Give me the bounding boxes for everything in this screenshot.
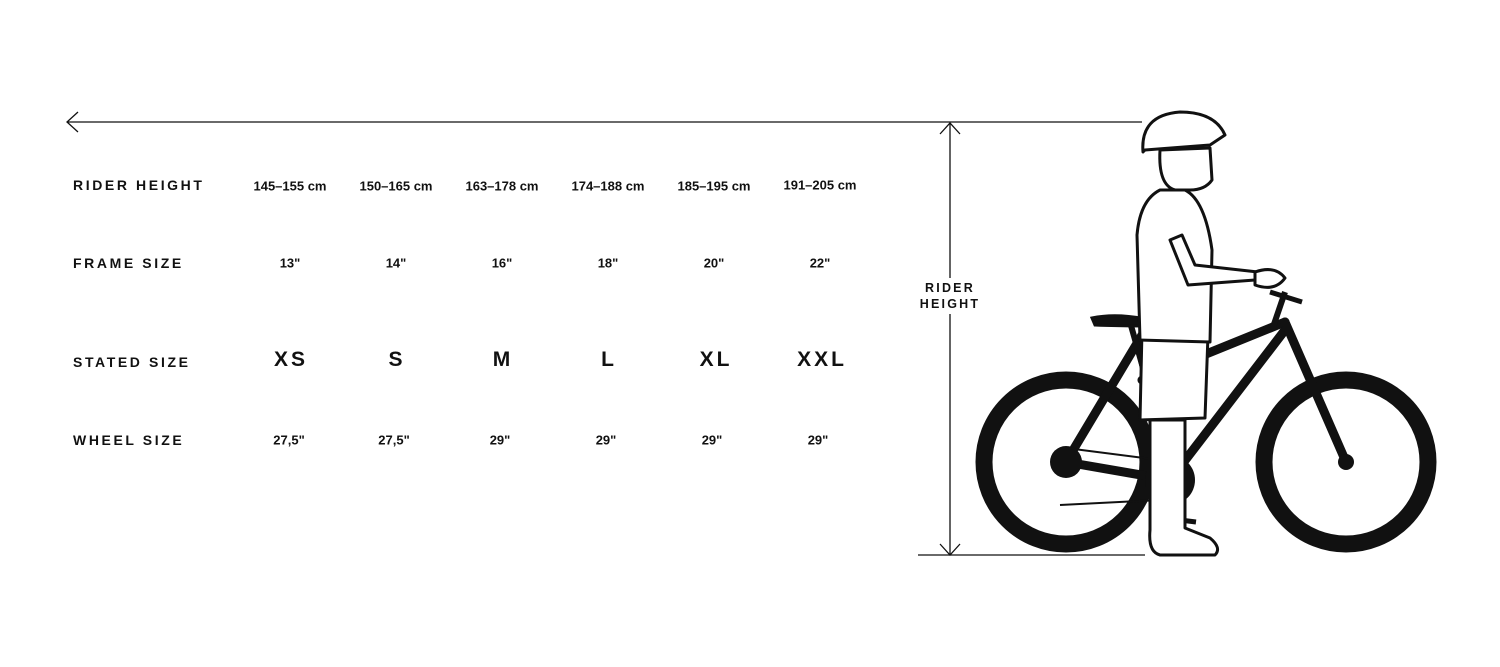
rider-height-caption-line1: RIDER — [925, 281, 975, 295]
stated-size-l: L — [601, 348, 617, 371]
rider-height-xxl: 191–205 cm — [783, 177, 857, 193]
rider-height-xl: 185–195 cm — [677, 178, 751, 194]
row-label-stated-size: STATED SIZE — [73, 354, 191, 370]
row-label-wheel-size: WHEEL SIZE — [73, 432, 185, 448]
rider-height-m: 163–178 cm — [465, 178, 539, 194]
row-label-rider-height: RIDER HEIGHT — [73, 177, 205, 193]
frame-size-xs: 13" — [279, 255, 301, 271]
frame-size-s: 14" — [385, 255, 407, 271]
stated-size-xs: XS — [273, 348, 308, 371]
wheel-size-l: 29" — [595, 432, 617, 448]
frame-size-m: 16" — [491, 255, 513, 271]
rider-height-caption-line2: HEIGHT — [919, 297, 981, 311]
rider-height-l: 174–188 cm — [571, 178, 645, 194]
wheel-size-xxl: 29" — [807, 432, 829, 448]
rider-height-caption: RIDER HEIGHT — [919, 278, 981, 314]
stated-size-xxl: XXL — [797, 348, 847, 371]
wheel-size-s: 27,5" — [378, 432, 410, 448]
rider-height-s: 150–165 cm — [359, 178, 433, 194]
stated-size-xl: XL — [699, 348, 733, 371]
row-label-frame-size: FRAME SIZE — [73, 255, 184, 271]
height-arrow — [918, 122, 1145, 556]
stated-size-m: M — [492, 348, 514, 371]
wheel-size-xl: 29" — [701, 432, 723, 448]
rider-icon — [1135, 110, 1287, 557]
frame-size-l: 18" — [597, 255, 619, 271]
width-arrow — [66, 111, 1142, 133]
wheel-size-xs: 27,5" — [273, 432, 305, 448]
frame-size-xxl: 22" — [809, 255, 831, 271]
rider-height-xs: 145–155 cm — [253, 178, 327, 194]
wheel-size-m: 29" — [489, 432, 511, 448]
frame-size-xl: 20" — [703, 255, 725, 271]
stated-size-s: S — [388, 348, 406, 371]
